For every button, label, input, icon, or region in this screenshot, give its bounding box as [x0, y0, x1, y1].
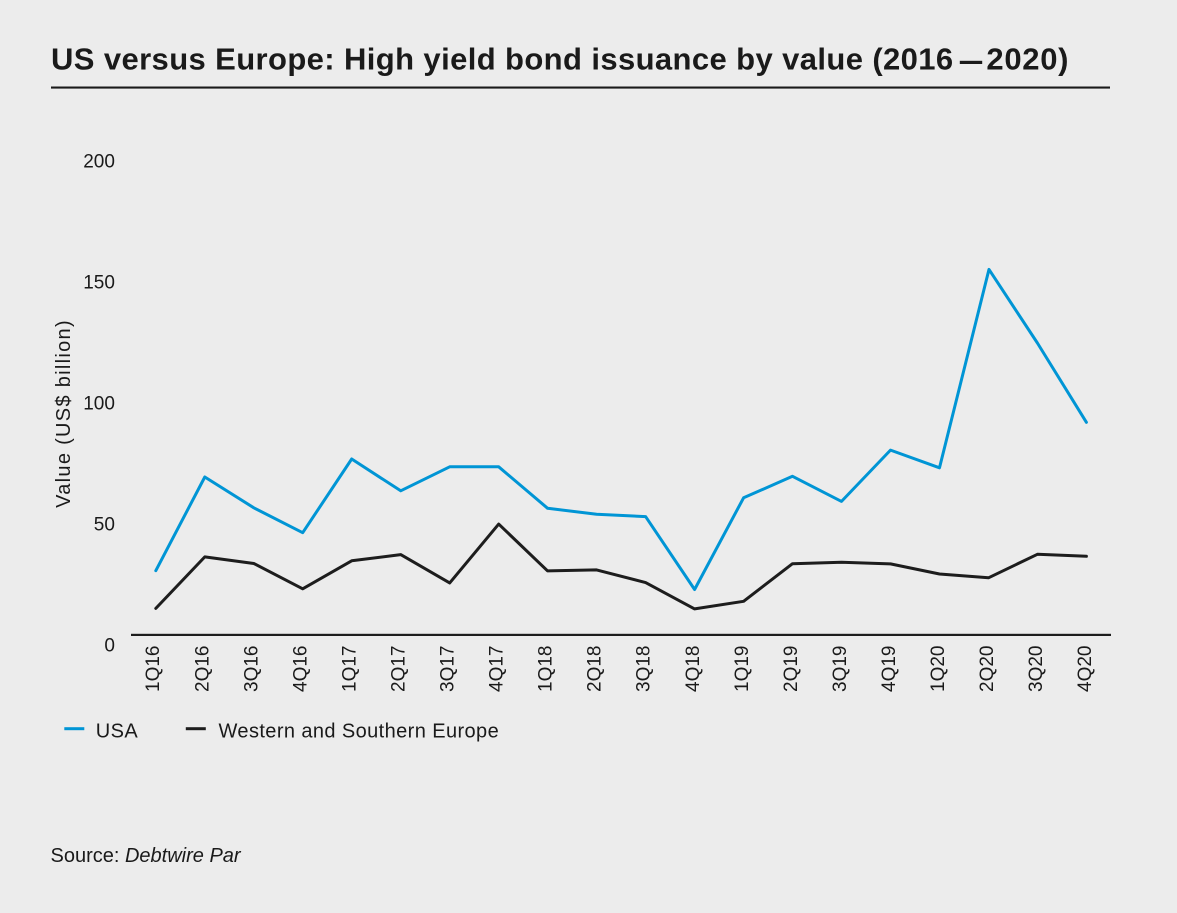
- svg-text:4Q19: 4Q19: [879, 646, 900, 692]
- svg-text:1Q17: 1Q17: [339, 646, 360, 692]
- svg-text:USA: USA: [96, 721, 139, 743]
- svg-text:3Q18: 3Q18: [634, 646, 655, 692]
- svg-text:Western and Southern Europe: Western and Southern Europe: [219, 721, 500, 743]
- svg-text:4Q17: 4Q17: [487, 646, 508, 692]
- svg-text:0: 0: [104, 636, 115, 657]
- svg-text:4Q20: 4Q20: [1075, 646, 1096, 692]
- svg-text:3Q19: 3Q19: [830, 646, 851, 692]
- svg-text:4Q16: 4Q16: [290, 646, 311, 692]
- svg-text:3Q17: 3Q17: [438, 646, 459, 692]
- svg-text:1Q20: 1Q20: [928, 646, 949, 692]
- svg-text:50: 50: [94, 515, 115, 536]
- svg-text:2Q16: 2Q16: [192, 646, 213, 692]
- svg-text:100: 100: [83, 394, 115, 415]
- svg-text:2Q18: 2Q18: [585, 646, 606, 692]
- svg-text:1Q19: 1Q19: [732, 646, 753, 692]
- svg-text:3Q20: 3Q20: [1026, 646, 1047, 692]
- svg-text:2020): 2020): [986, 41, 1069, 76]
- svg-text:2Q20: 2Q20: [977, 646, 998, 692]
- svg-text:1Q16: 1Q16: [143, 646, 164, 692]
- svg-text:3Q16: 3Q16: [241, 646, 262, 692]
- svg-text:1Q18: 1Q18: [536, 646, 557, 692]
- svg-text:Source: Debtwire Par: Source: Debtwire Par: [51, 845, 242, 867]
- svg-text:US versus Europe: High yield b: US versus Europe: High yield bond issuan…: [51, 41, 954, 76]
- svg-text:2Q19: 2Q19: [781, 646, 802, 692]
- svg-text:200: 200: [83, 152, 115, 173]
- svg-text:Value (US$ billion): Value (US$ billion): [53, 319, 75, 508]
- svg-text:2Q17: 2Q17: [389, 646, 410, 692]
- svg-text:4Q18: 4Q18: [683, 646, 704, 692]
- svg-text:150: 150: [83, 273, 115, 294]
